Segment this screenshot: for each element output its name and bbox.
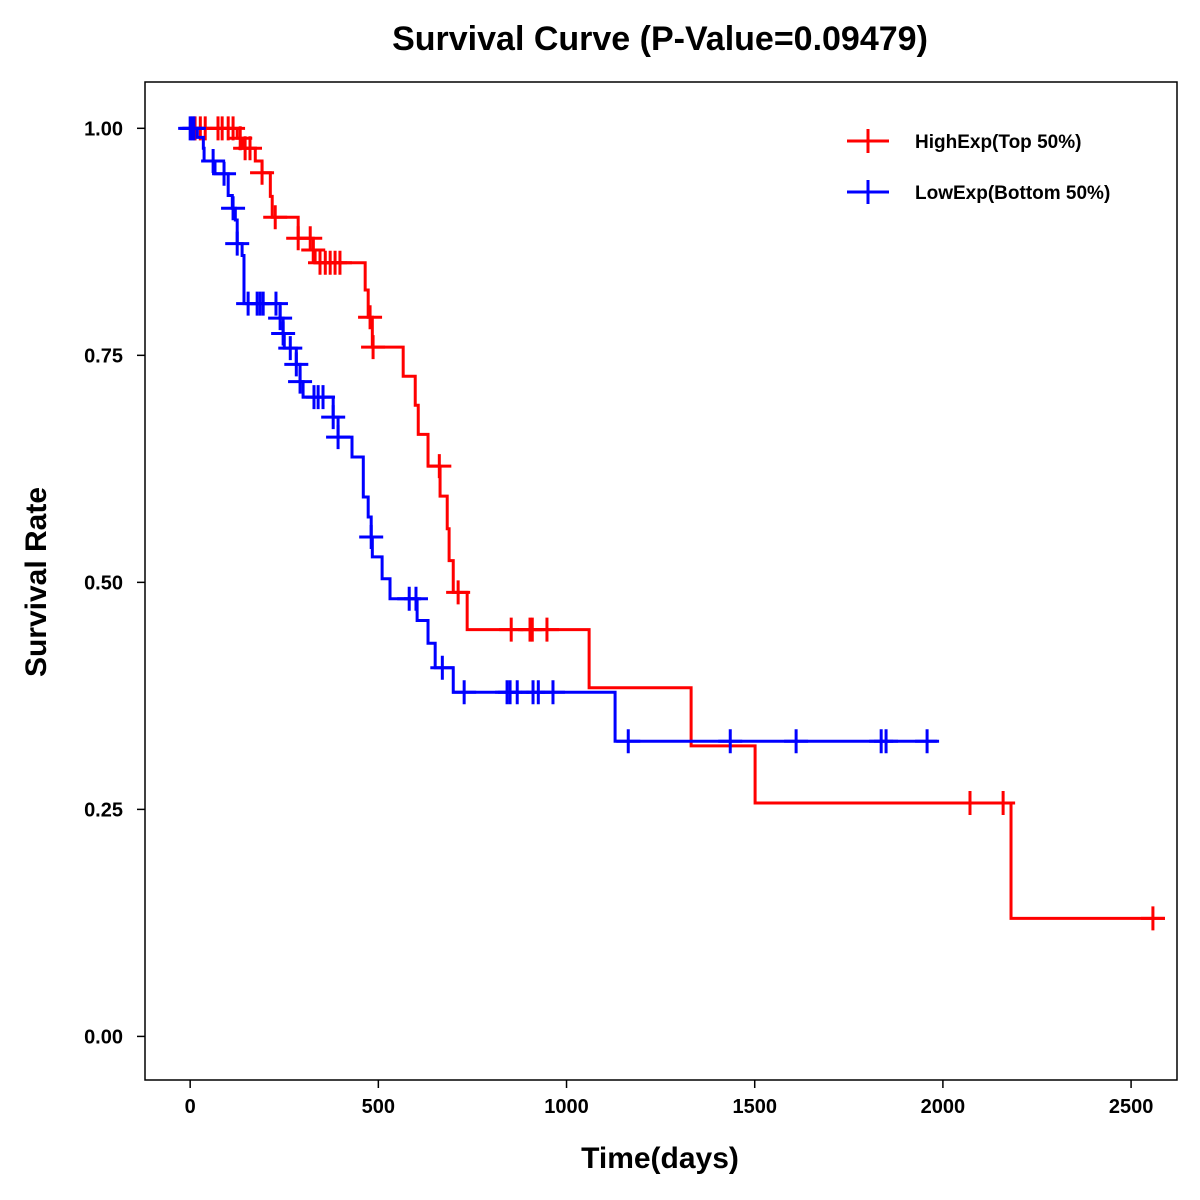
censor-mark [263, 205, 288, 230]
censor-mark [181, 116, 206, 141]
y-tick-label: 0.50 [84, 572, 123, 594]
censor-mark [268, 306, 293, 331]
legend-marker [847, 180, 889, 204]
censor-mark [221, 196, 246, 221]
censor-mark [284, 352, 309, 377]
censor-mark [326, 425, 351, 450]
censor-mark [452, 680, 477, 705]
censor-mark [446, 580, 471, 605]
x-axis-label: Time(days) [581, 1142, 739, 1175]
x-tick-label: 1500 [732, 1096, 777, 1118]
censor-mark [403, 586, 428, 611]
survival-step-line [190, 126, 938, 743]
censor-mark [301, 237, 326, 262]
censor-mark [1140, 906, 1165, 931]
legend-marker [847, 129, 889, 153]
series-1 [178, 116, 940, 754]
plot-frame [144, 81, 1178, 1081]
censor-mark [278, 336, 303, 361]
censor-mark [298, 226, 323, 251]
censor-mark [616, 729, 641, 754]
y-tick-label: 1.00 [84, 118, 123, 140]
curves [178, 116, 1165, 931]
legend-label: HighExp(Top 50%) [915, 132, 1081, 153]
y-tick-label: 0.00 [84, 1026, 123, 1048]
x-tick-label: 2500 [1109, 1096, 1154, 1118]
y-axis-label: Survival Rate [20, 487, 53, 677]
y-axis: 0.00 0.25 0.50 0.75 1.00 [84, 118, 145, 1048]
survival-step-line [190, 126, 1165, 920]
x-axis: 0 500 1000 1500 2000 2500 [185, 1080, 1154, 1118]
censor-mark [228, 126, 253, 151]
censor-mark [915, 729, 940, 754]
x-tick-label: 500 [362, 1096, 395, 1118]
y-tick-label: 0.75 [84, 345, 123, 367]
legend-label: LowExp(Bottom 50%) [915, 183, 1110, 204]
censor-mark [874, 729, 899, 754]
censor-mark [288, 369, 313, 394]
censor-mark [311, 385, 336, 410]
x-tick-label: 1000 [544, 1096, 589, 1118]
censor-mark [327, 250, 352, 275]
censor-mark [540, 680, 565, 705]
censor-mark [212, 161, 237, 186]
censor-mark [321, 405, 346, 430]
series-0 [183, 116, 1165, 931]
censor-mark [238, 136, 263, 161]
censor-mark [225, 231, 250, 256]
censor-mark [361, 335, 386, 360]
chart-title: Survival Curve (P-Value=0.09479) [392, 20, 928, 58]
censor-mark [427, 454, 452, 479]
censor-mark [250, 160, 275, 185]
censor-mark [263, 291, 288, 316]
censor-mark [271, 321, 296, 346]
censor-mark [201, 149, 226, 174]
legend: HighExp(Top 50%) LowExp(Bottom 50%) [847, 129, 1110, 204]
x-tick-label: 2000 [921, 1096, 966, 1118]
censor-mark [718, 729, 743, 754]
censor-mark [359, 524, 384, 549]
censor-mark [784, 729, 809, 754]
censor-mark [430, 655, 455, 680]
x-tick-label: 0 [185, 1096, 196, 1118]
censor-mark [991, 791, 1016, 816]
y-tick-label: 0.25 [84, 799, 123, 821]
censor-mark [957, 791, 982, 816]
censor-mark [358, 305, 383, 330]
censor-mark [534, 617, 559, 642]
